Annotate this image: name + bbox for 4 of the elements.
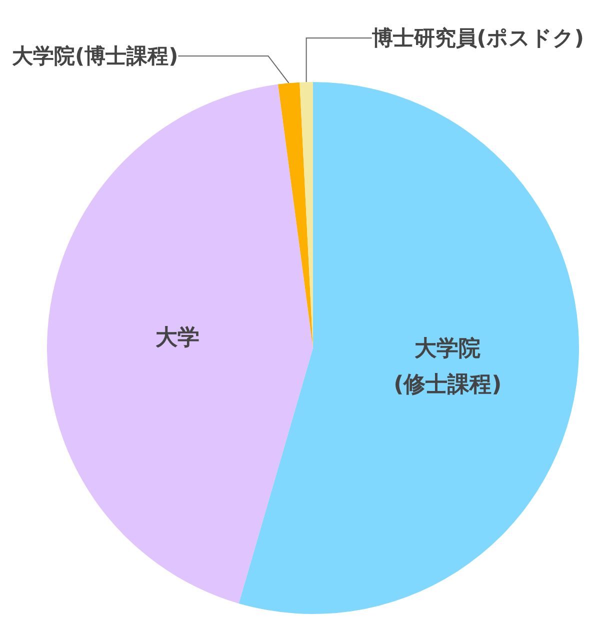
slice-label: 博士研究員(ポスドク) bbox=[370, 26, 584, 50]
slice-label: 大学院 (修士課程) bbox=[394, 336, 502, 398]
slice-label: 大学 bbox=[155, 325, 200, 350]
slice-label: 大学院(博士課程) bbox=[12, 44, 178, 68]
